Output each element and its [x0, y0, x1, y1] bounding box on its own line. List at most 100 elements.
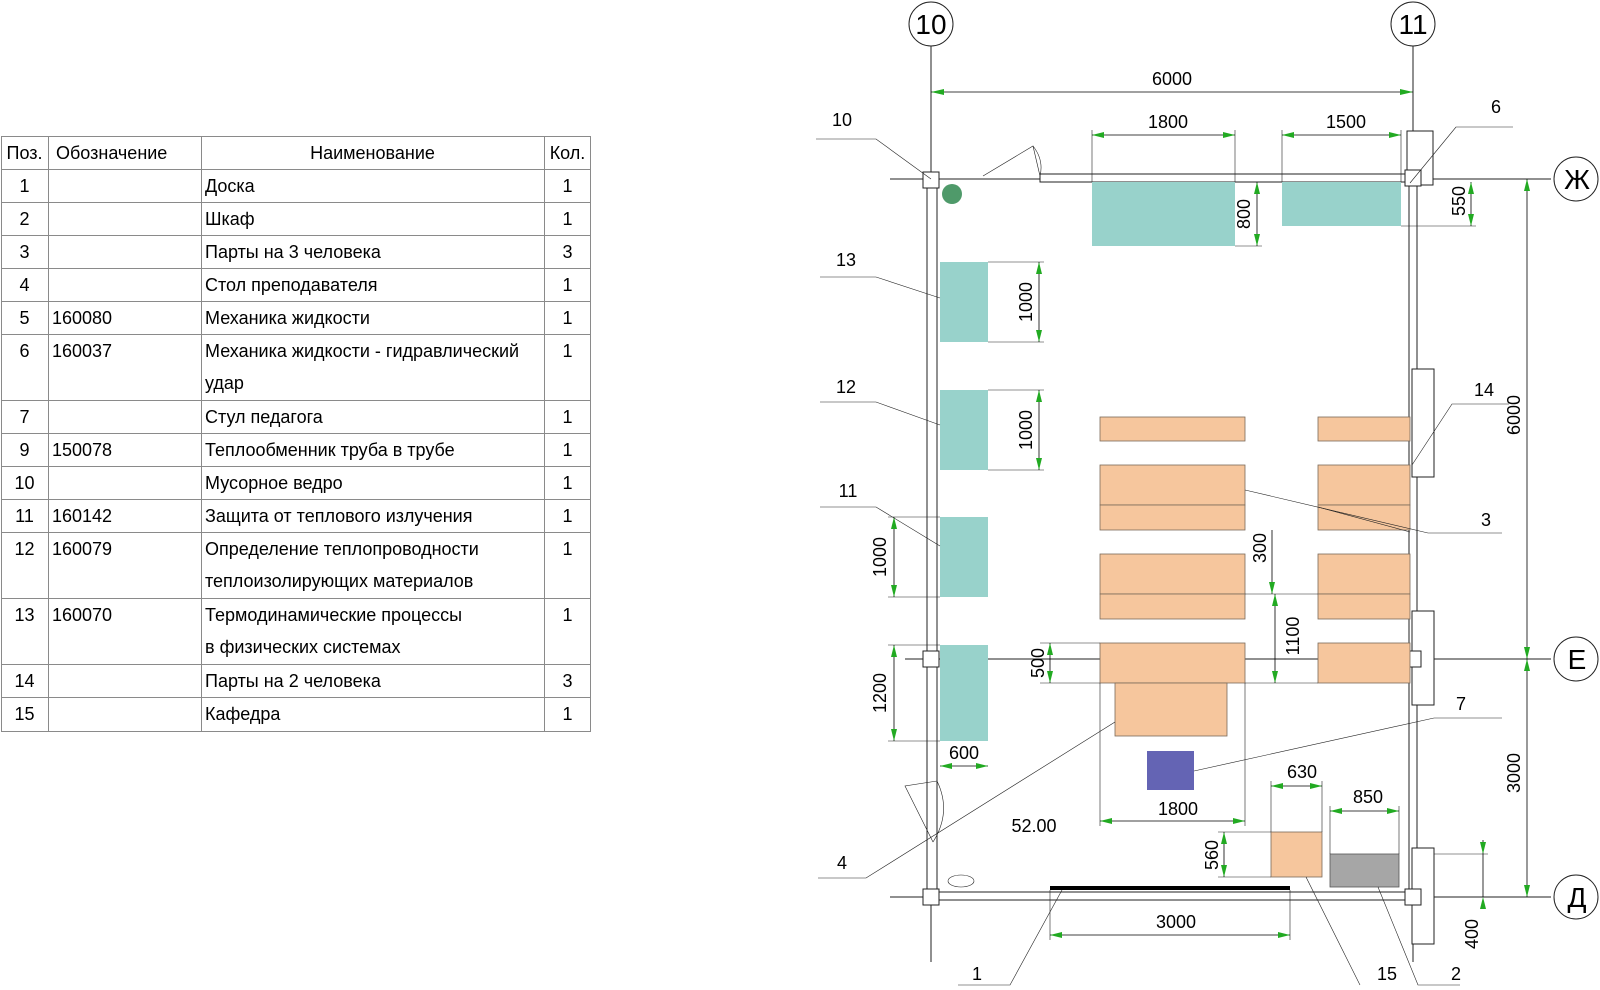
row-code: 160142 — [52, 506, 113, 526]
row-code: 160037 — [52, 341, 113, 361]
row-name: Защита от теплового излучения — [205, 506, 473, 526]
row-qty: 1 — [562, 308, 573, 328]
row-pos: 5 — [19, 308, 30, 328]
table-row: 4 Стол преподавателя 1 — [1, 268, 591, 302]
desk-2p-row2a — [1317, 464, 1411, 506]
column-10-e — [922, 650, 940, 668]
row-qty: 1 — [562, 176, 573, 196]
axis-bubble-d — [1553, 874, 1599, 920]
leader-12 — [820, 401, 941, 426]
leader-2 — [1377, 886, 1460, 986]
row-qty: 1 — [562, 341, 573, 361]
row-name: Стол преподавателя — [205, 275, 378, 295]
row-name: Термодинамические процессы в физических с… — [201, 599, 544, 665]
dim-lectern-width: 630 — [1287, 762, 1317, 782]
dim-board-width: 3000 — [1156, 912, 1196, 932]
dim-desk-width: 1800 — [1158, 799, 1198, 819]
table-column-divider — [201, 136, 202, 731]
row-code: 160080 — [52, 308, 113, 328]
table-row: 12 160079 Определение теплопроводности тепл… — [1, 532, 591, 599]
dim-elevation: 52.00 — [1011, 816, 1056, 836]
header-pos: Поз. — [6, 143, 43, 163]
callout-11: 11 — [839, 481, 858, 501]
dim-stand-11: 1000 — [870, 537, 890, 577]
table-column-divider — [544, 136, 545, 731]
table-row: 9 150078 Теплообменник труба в трубе 1 — [1, 433, 591, 467]
row-pos: 12 — [14, 539, 35, 559]
door-left — [904, 780, 944, 843]
axis-bubble-e — [1553, 636, 1599, 682]
column-10-d — [922, 888, 940, 906]
axis-bubble-zh — [1553, 156, 1599, 202]
table-column-divider — [48, 136, 49, 731]
dim-wall-offset: 400 — [1462, 919, 1482, 949]
row-code: 160079 — [52, 539, 113, 559]
dim-room-depth-total: 6000 — [1504, 395, 1524, 435]
table-row: 5 160080 Механика жидкости 1 — [1, 301, 591, 335]
leader-3b — [1317, 506, 1411, 533]
dim-stand-5: 1200 — [870, 673, 890, 713]
dim-shelf-a-depth: 800 — [1234, 199, 1254, 229]
row-pos: 6 — [19, 341, 30, 361]
dim-total-width: 6000 — [1152, 69, 1192, 89]
dim-desk-depth: 500 — [1028, 648, 1048, 678]
row-pos: 15 — [14, 704, 35, 724]
row-pos: 2 — [19, 209, 30, 229]
table-row: 15 Кафедра 1 — [1, 697, 591, 732]
dim-room-depth-front: 3000 — [1504, 753, 1524, 793]
callout-2: 2 — [1451, 964, 1461, 984]
desk-3p-row3a — [1099, 553, 1246, 595]
dim-shelf-a-width: 1800 — [1148, 112, 1188, 132]
row-name-line1: Термодинамические процессы — [205, 605, 463, 625]
row-pos: 11 — [15, 506, 34, 526]
dimension-texts: 6000 1800 1500 800 550 6000 3000 1000 10… — [870, 69, 1524, 949]
callout-10: 10 — [832, 110, 852, 130]
axis-label-11: 11 — [1398, 9, 1427, 40]
row-name-line2: теплоизолирующих материалов — [205, 571, 474, 591]
header-qty: Кол. — [549, 143, 586, 163]
row-name: Шкаф — [205, 209, 255, 229]
dim-stand-13: 1000 — [1016, 282, 1036, 322]
callout-4: 4 — [837, 853, 847, 873]
row-name: Стул педагога — [205, 407, 323, 427]
row-pos: 14 — [14, 671, 35, 691]
table-column-divider — [590, 136, 591, 731]
row-name: Механика жидкости — [205, 308, 370, 328]
table-row: 7 Стул педагога 1 — [1, 400, 591, 434]
dim-stand-12: 1000 — [1016, 410, 1036, 450]
desk-3p-row2b — [1099, 504, 1246, 531]
leader-14 — [1411, 403, 1509, 466]
lab-stand-5 — [940, 645, 988, 741]
axis-bubble-10 — [908, 1, 954, 47]
specification-table: Поз. Обозначение Наименование Кол. 1 Доска 1 2 Ш… — [1, 136, 591, 732]
leader-1 — [958, 889, 1063, 986]
desk-3p-row4 — [1099, 642, 1246, 684]
desk-3p-row1 — [1099, 416, 1246, 442]
row-pos: 9 — [19, 440, 30, 460]
lab-stand-11 — [940, 517, 988, 597]
dim-stand-depth: 600 — [949, 743, 979, 763]
wall-bottom — [926, 891, 1414, 901]
header-name: Наименование — [310, 143, 435, 163]
table-row: 2 Шкаф 1 — [1, 202, 591, 236]
leader-15 — [1305, 876, 1361, 986]
row-qty: 1 — [562, 275, 573, 295]
leader-6 — [1409, 126, 1513, 184]
trash-bin — [942, 184, 962, 204]
desk-2p-row2b — [1317, 504, 1411, 531]
column-10-zh — [922, 171, 940, 189]
axis-label-d: Д — [1568, 882, 1587, 913]
table-row: 13 160070 Термодинамические процессы в физи… — [1, 598, 591, 665]
desk-3p-row2a — [1099, 464, 1246, 506]
row-pos: 10 — [14, 473, 35, 493]
row-name: Доска — [205, 176, 255, 196]
table-row: 14 Парты на 2 человека 3 — [1, 664, 591, 698]
callout-leaders — [816, 126, 1513, 986]
wall-right — [1408, 181, 1418, 903]
desk-3p-row3b — [1099, 593, 1246, 620]
table-row: 6 160037 Механика жидкости - гидравлически… — [1, 334, 591, 401]
teacher-desk — [1114, 682, 1228, 737]
callout-3: 3 — [1481, 510, 1491, 530]
row-qty: 1 — [562, 704, 573, 724]
axis-bubble-11 — [1390, 1, 1436, 47]
